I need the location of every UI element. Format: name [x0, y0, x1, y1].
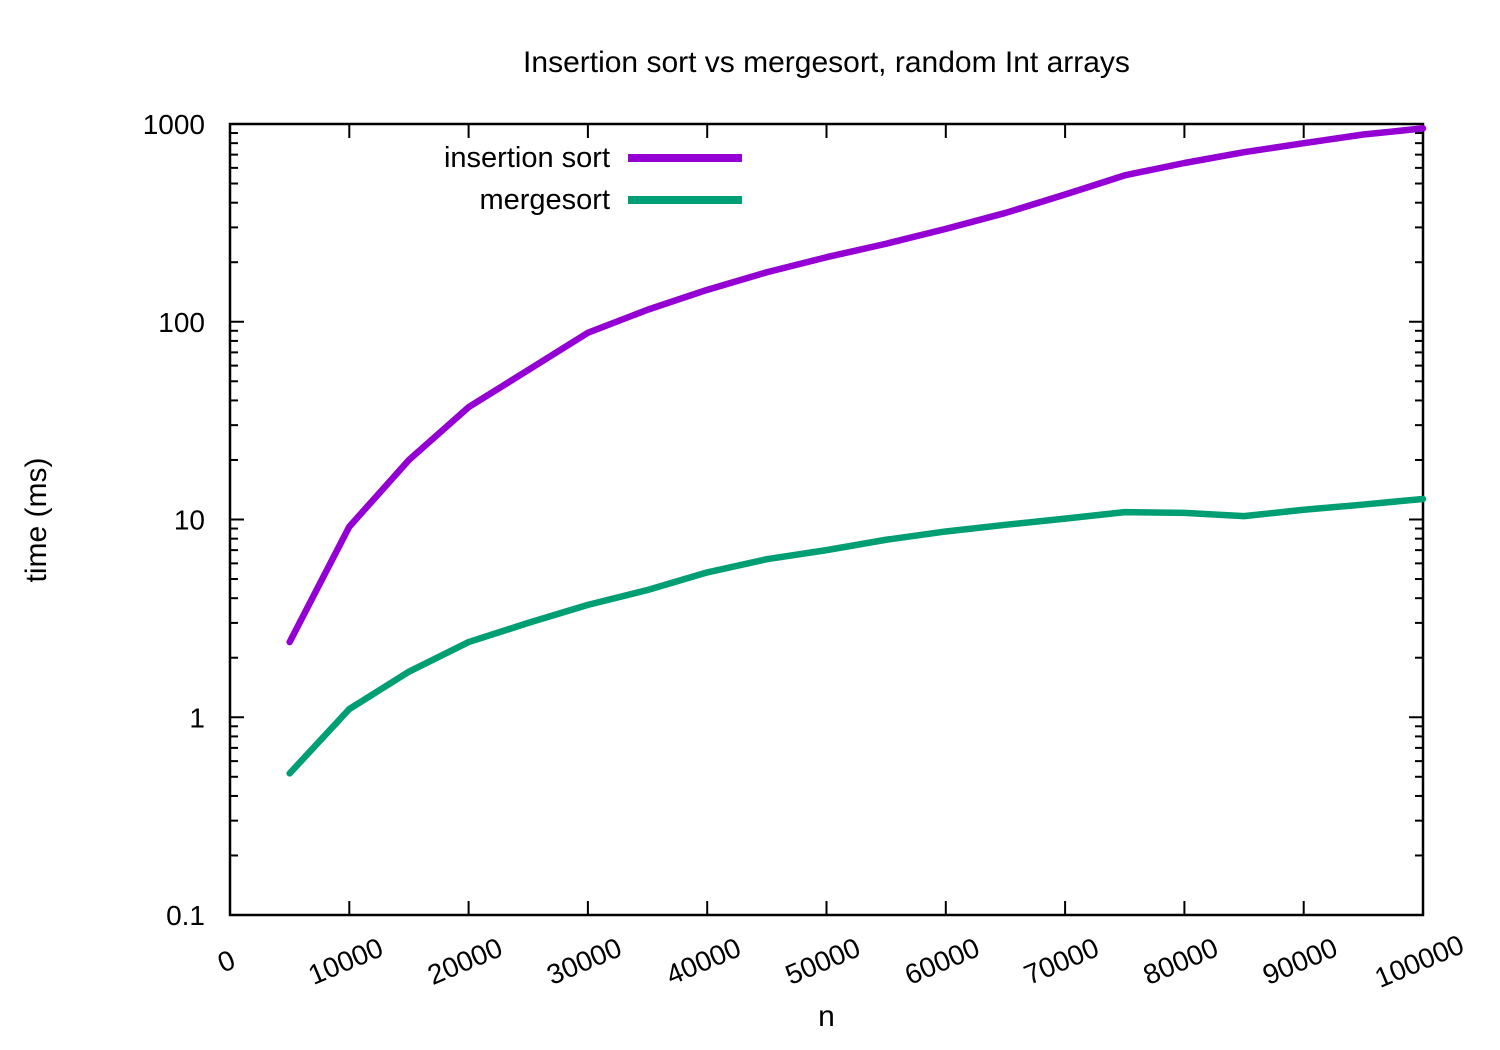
- x-tick-label: 90000: [1258, 932, 1342, 991]
- legend: insertion sort mergesort: [298, 137, 742, 221]
- y-tick-label: 100: [158, 307, 205, 338]
- legend-line-swatch: [628, 196, 742, 204]
- legend-label: mergesort: [479, 183, 610, 216]
- legend-line-swatch: [628, 154, 742, 162]
- y-tick-label: 10: [174, 505, 205, 536]
- x-tick-label: 40000: [662, 932, 746, 991]
- x-tick-label: 100000: [1370, 929, 1468, 994]
- x-tick-label: 50000: [781, 932, 865, 991]
- y-tick-label: 1: [189, 702, 205, 733]
- x-tick-label: 60000: [900, 932, 984, 991]
- plot-border: [228, 122, 1425, 917]
- x-tick-label: 10000: [304, 932, 388, 991]
- x-tick-label: 20000: [423, 932, 507, 991]
- series-line-mergesort: [286, 495, 1427, 777]
- series-line-insertion-sort: [286, 125, 1427, 646]
- legend-item: insertion sort: [298, 137, 742, 179]
- legend-label: insertion sort: [443, 141, 610, 174]
- x-tick-label: 30000: [542, 932, 626, 991]
- x-axis-title: n: [818, 1000, 835, 1033]
- x-tick-label: 0: [213, 944, 239, 979]
- chart-title: Insertion sort vs mergesort, random Int …: [523, 46, 1130, 79]
- y-tick-label: 1000: [143, 109, 205, 140]
- y-tick-label: 0.1: [166, 900, 205, 931]
- x-tick-label: 80000: [1139, 932, 1223, 991]
- x-tick-label: 70000: [1019, 932, 1103, 991]
- legend-item: mergesort: [298, 179, 742, 221]
